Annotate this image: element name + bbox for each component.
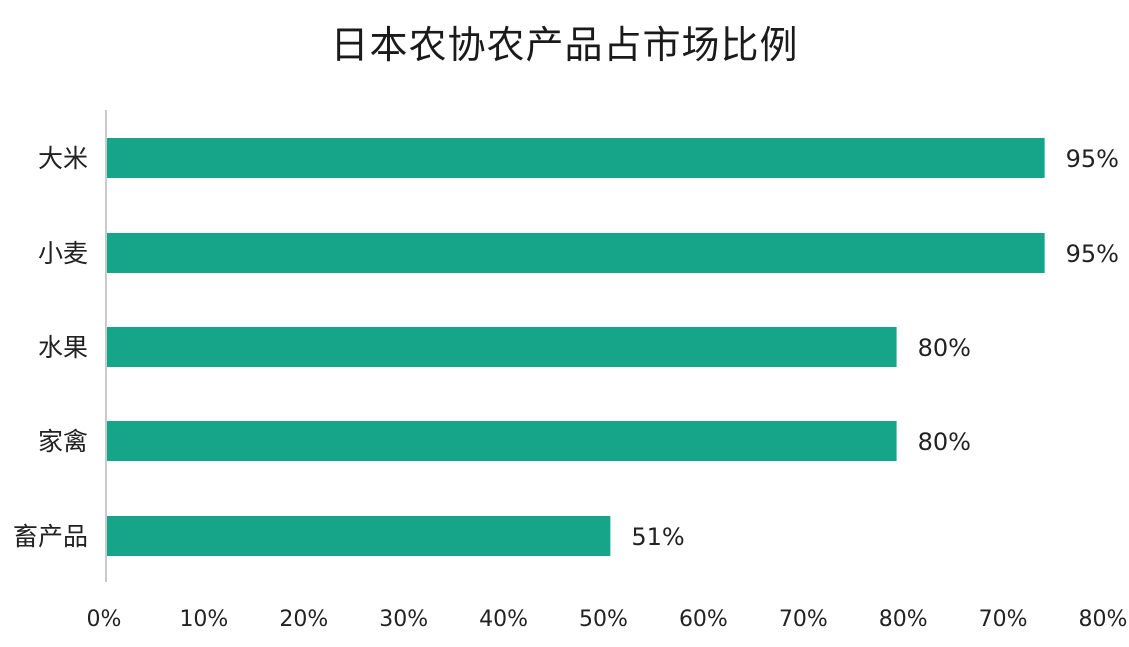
x-tick-label: 30% — [379, 607, 428, 632]
category-label: 畜产品 — [13, 522, 88, 551]
chart-title: 日本农协农产品占市场比例 — [330, 23, 799, 67]
x-tick-label: 60% — [679, 607, 728, 632]
data-label: 95% — [1066, 240, 1119, 268]
bar-4 — [107, 421, 897, 461]
x-tick-label: 70% — [979, 607, 1028, 632]
x-tick-label: 80% — [1079, 607, 1128, 632]
x-tick-label: 40% — [479, 607, 528, 632]
category-label: 家禽 — [38, 427, 88, 456]
data-label: 80% — [918, 428, 971, 456]
bar-2 — [107, 233, 1045, 273]
x-tick-label: 20% — [279, 607, 328, 632]
x-tick-label: 10% — [179, 607, 228, 632]
data-label: 95% — [1066, 145, 1119, 173]
x-tick-label: 70% — [779, 607, 828, 632]
x-tick-label: 80% — [879, 607, 928, 632]
bar-3 — [107, 327, 897, 367]
category-label: 小麦 — [38, 239, 88, 268]
category-label: 水果 — [38, 333, 88, 362]
bar-5 — [107, 516, 611, 556]
data-label: 51% — [631, 523, 684, 551]
data-label: 80% — [918, 334, 971, 362]
x-tick-label: 0% — [87, 607, 122, 632]
bar-1 — [107, 138, 1045, 178]
category-label: 大米 — [38, 144, 88, 173]
x-tick-label: 50% — [579, 607, 628, 632]
